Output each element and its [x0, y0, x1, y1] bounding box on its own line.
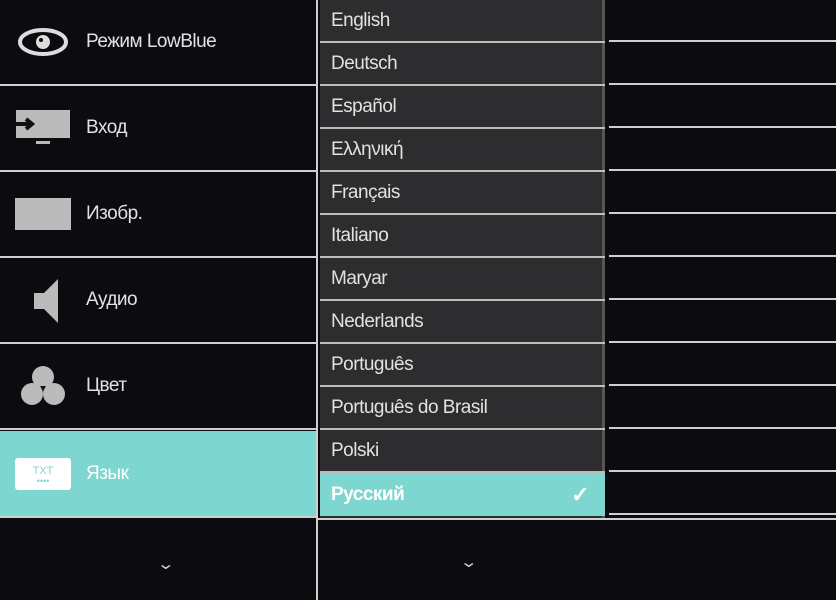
divider: [609, 255, 836, 257]
menu-item-label: Аудио: [86, 289, 138, 310]
language-option[interactable]: Deutsch: [320, 43, 605, 86]
divider: [609, 83, 836, 85]
menu-item-label: Режим LowBlue: [86, 31, 217, 52]
language-icon: TXT ••••: [14, 454, 72, 494]
menu-item-label: Язык: [86, 462, 129, 484]
language-option[interactable]: Italiano: [320, 215, 605, 258]
divider: [609, 341, 836, 343]
language-option[interactable]: Polski: [320, 430, 605, 473]
divider: [609, 298, 836, 300]
language-label: Português: [331, 353, 414, 375]
language-option[interactable]: English: [320, 0, 605, 43]
language-label: English: [331, 9, 390, 31]
language-option[interactable]: Maryar: [320, 258, 605, 301]
language-label: Ελληνική: [331, 138, 404, 160]
language-option[interactable]: Русский ✓: [320, 473, 605, 516]
svg-text:••••: ••••: [37, 476, 50, 486]
language-label: Deutsch: [331, 52, 398, 74]
language-label: Maryar: [331, 267, 388, 289]
language-label: Italiano: [331, 224, 389, 246]
divider: [609, 513, 836, 515]
language-list: English Deutsch Español Ελληνική Français Ita…: [320, 0, 605, 518]
menu-item-label: Цвет: [86, 375, 127, 396]
svg-text:TXT: TXT: [33, 465, 54, 477]
chevron-down-icon[interactable]: ⌄: [156, 556, 176, 573]
menu-item-label: Изобр.: [86, 203, 143, 224]
language-label: Русский: [331, 483, 405, 505]
submenu-empty: [609, 0, 836, 518]
language-label: Nederlands: [331, 310, 424, 332]
language-option[interactable]: Português do Brasil: [320, 387, 605, 430]
main-menu: Режим LowBlue Вход Изобр. Аудио Цвет TXT…: [0, 0, 318, 600]
language-option[interactable]: Ελληνική: [320, 129, 605, 172]
menu-item-label: Вход: [86, 117, 127, 138]
language-option[interactable]: Français: [320, 172, 605, 215]
menu-item-language[interactable]: TXT •••• Язык: [0, 431, 316, 518]
divider: [318, 518, 836, 520]
divider: [609, 169, 836, 171]
eye-icon: [14, 22, 72, 62]
language-label: Português do Brasil: [331, 396, 488, 418]
divider: [609, 212, 836, 214]
language-label: Español: [331, 95, 397, 117]
language-label: Polski: [331, 439, 379, 461]
input-icon: [14, 108, 72, 148]
divider: [609, 40, 836, 42]
picture-icon: [14, 194, 72, 234]
speaker-icon: [14, 279, 72, 323]
divider: [609, 427, 836, 429]
menu-item-picture[interactable]: Изобр.: [0, 172, 316, 258]
menu-item-audio[interactable]: Аудио: [0, 258, 316, 344]
divider: [609, 384, 836, 386]
menu-item-color[interactable]: Цвет: [0, 344, 316, 430]
checkmark-icon: ✓: [571, 481, 589, 507]
menu-item-lowblue[interactable]: Режим LowBlue: [0, 0, 316, 86]
chevron-down-icon[interactable]: ⌄: [459, 554, 479, 571]
language-label: Français: [331, 181, 400, 203]
color-icon: [14, 366, 72, 406]
divider: [609, 470, 836, 472]
language-option[interactable]: Nederlands: [320, 301, 605, 344]
language-option[interactable]: Português: [320, 344, 605, 387]
divider: [609, 126, 836, 128]
language-option[interactable]: Español: [320, 86, 605, 129]
menu-item-input[interactable]: Вход: [0, 86, 316, 172]
